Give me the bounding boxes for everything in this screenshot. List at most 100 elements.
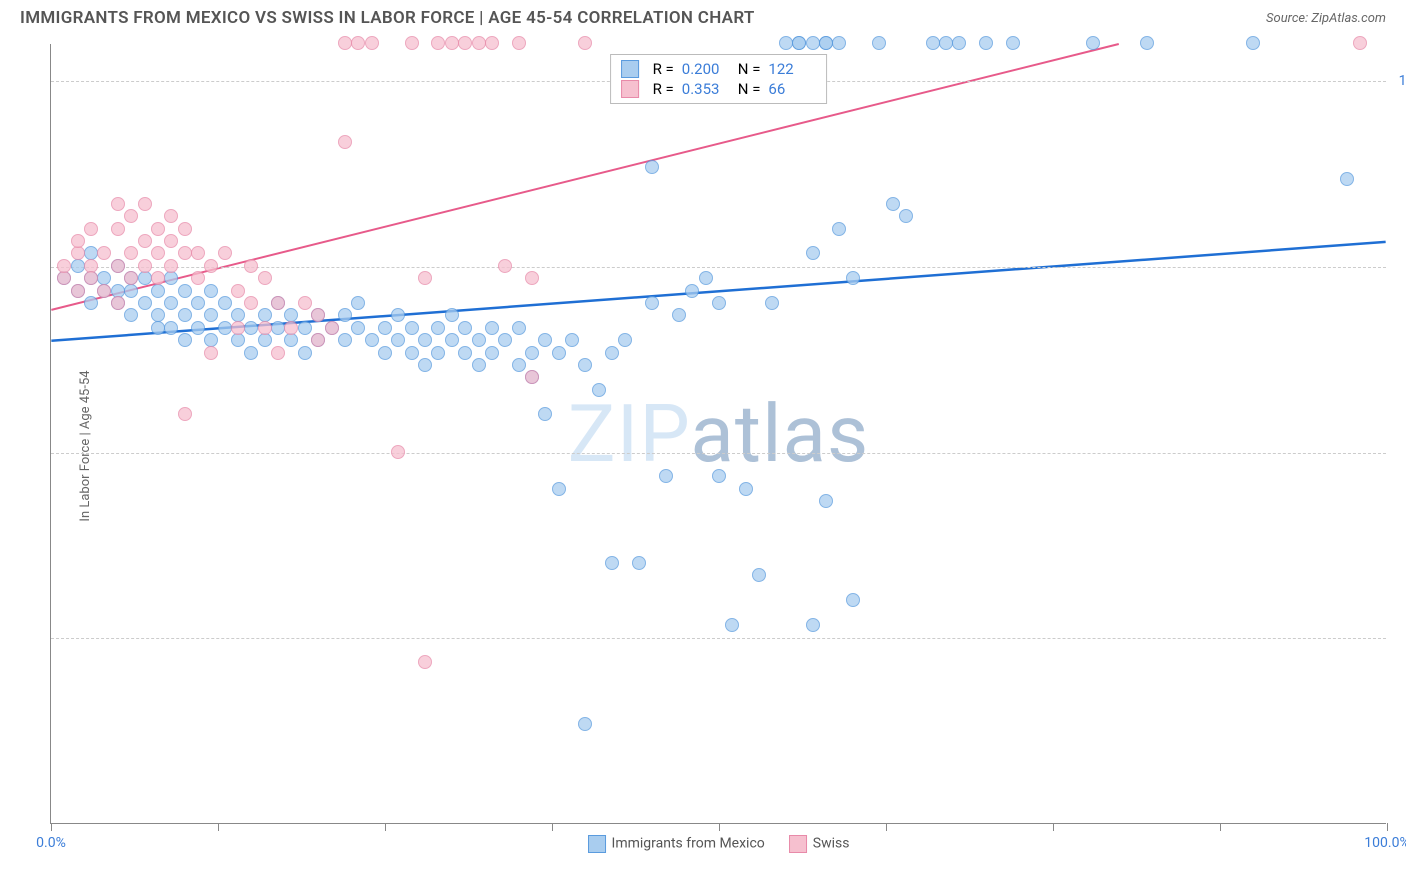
data-point-mexico (178, 333, 192, 347)
data-point-mexico (846, 271, 860, 285)
data-point-swiss (525, 370, 539, 384)
data-point-mexico (204, 308, 218, 322)
data-point-mexico (645, 296, 659, 310)
data-point-swiss (138, 234, 152, 248)
data-point-mexico (498, 333, 512, 347)
data-point-mexico (338, 308, 352, 322)
data-point-mexico (378, 321, 392, 335)
data-point-mexico (739, 482, 753, 496)
data-point-mexico (872, 36, 886, 50)
data-point-swiss (178, 407, 192, 421)
data-point-swiss (244, 259, 258, 273)
data-point-mexico (779, 36, 793, 50)
data-point-mexico (445, 308, 459, 322)
data-point-swiss (151, 222, 165, 236)
data-point-swiss (512, 36, 526, 50)
data-point-mexico (472, 333, 486, 347)
data-point-mexico (405, 346, 419, 360)
data-point-swiss (84, 222, 98, 236)
data-point-mexico (685, 284, 699, 298)
data-point-swiss (298, 296, 312, 310)
data-point-swiss (111, 296, 125, 310)
data-point-mexico (124, 308, 138, 322)
data-point-mexico (1140, 36, 1154, 50)
data-point-mexico (806, 246, 820, 260)
data-point-mexico (458, 346, 472, 360)
legend-item-swiss: Swiss (789, 835, 850, 853)
y-tick-label: 100.0% (1399, 73, 1406, 89)
data-point-mexico (391, 308, 405, 322)
x-tick (719, 823, 720, 831)
data-point-mexico (298, 346, 312, 360)
data-point-mexico (178, 284, 192, 298)
data-point-swiss (164, 259, 178, 273)
data-point-mexico (712, 296, 726, 310)
r-label: R = (653, 80, 674, 98)
data-point-mexico (365, 333, 379, 347)
data-point-mexico (191, 321, 205, 335)
data-point-mexico (351, 296, 365, 310)
n-value: 66 (768, 80, 816, 98)
data-point-swiss (311, 333, 325, 347)
data-point-mexico (552, 482, 566, 496)
x-tick-label: 0.0% (36, 835, 66, 851)
data-point-swiss (191, 271, 205, 285)
data-point-mexico (1246, 36, 1260, 50)
data-point-mexico (271, 321, 285, 335)
data-point-mexico (939, 36, 953, 50)
data-point-mexico (1006, 36, 1020, 50)
data-point-mexico (218, 296, 232, 310)
data-point-mexico (618, 333, 632, 347)
n-label: N = (738, 60, 761, 78)
data-point-swiss (391, 445, 405, 459)
data-point-swiss (325, 321, 339, 335)
data-point-mexico (258, 333, 272, 347)
data-point-mexico (565, 333, 579, 347)
data-point-mexico (832, 222, 846, 236)
data-point-mexico (578, 717, 592, 731)
data-point-swiss (445, 36, 459, 50)
watermark: ZIPatlas (568, 387, 870, 481)
data-point-mexico (164, 296, 178, 310)
n-label: N = (738, 80, 761, 98)
data-point-swiss (231, 321, 245, 335)
data-point-swiss (1353, 36, 1367, 50)
x-tick-label: 100.0% (1364, 835, 1406, 851)
data-point-mexico (472, 358, 486, 372)
data-point-swiss (218, 246, 232, 260)
x-tick (51, 823, 52, 831)
data-point-mexico (659, 469, 673, 483)
x-tick (385, 823, 386, 831)
data-point-mexico (151, 284, 165, 298)
data-point-swiss (178, 222, 192, 236)
data-point-mexico (431, 321, 445, 335)
data-point-mexico (605, 556, 619, 570)
data-point-swiss (111, 222, 125, 236)
chart-title: IMMIGRANTS FROM MEXICO VS SWISS IN LABOR… (20, 8, 755, 28)
data-point-mexico (431, 346, 445, 360)
r-value: 0.353 (682, 80, 730, 98)
data-point-mexico (405, 321, 419, 335)
data-point-swiss (338, 135, 352, 149)
data-point-mexico (806, 36, 820, 50)
correlation-legend-row: R = 0.200N = 122 (621, 59, 817, 79)
data-point-swiss (111, 197, 125, 211)
data-point-swiss (111, 259, 125, 273)
data-point-swiss (151, 246, 165, 260)
data-point-swiss (271, 296, 285, 310)
data-point-mexico (138, 296, 152, 310)
x-tick (1220, 823, 1221, 831)
data-point-swiss (418, 271, 432, 285)
data-point-swiss (138, 197, 152, 211)
data-point-mexico (191, 296, 205, 310)
n-value: 122 (768, 60, 816, 78)
data-point-mexico (244, 346, 258, 360)
legend-swatch (789, 835, 807, 853)
x-tick (886, 823, 887, 831)
data-point-swiss (124, 246, 138, 260)
data-point-swiss (71, 246, 85, 260)
data-point-swiss (338, 36, 352, 50)
data-point-mexico (351, 321, 365, 335)
data-point-mexico (178, 308, 192, 322)
data-point-swiss (258, 321, 272, 335)
